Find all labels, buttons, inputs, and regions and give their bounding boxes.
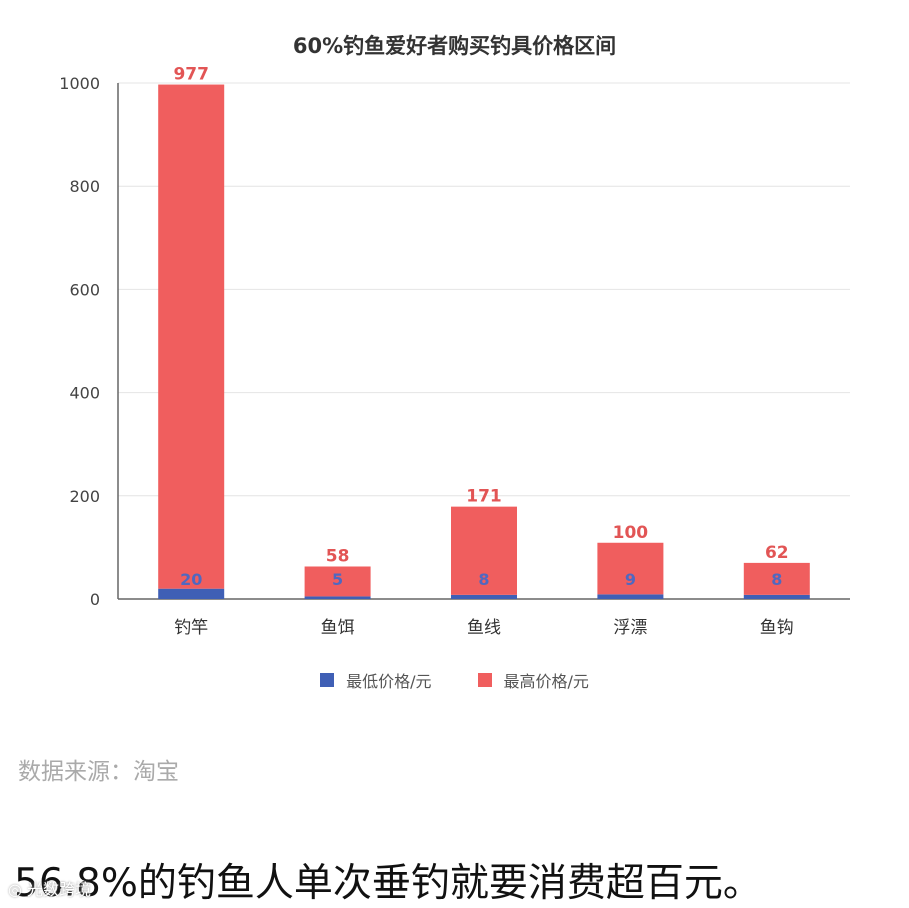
data-label-max: 62 [765,543,789,563]
x-tick-label: 浮漂 [613,618,647,638]
bar-max [743,562,810,595]
x-tick-label: 钓竿 [174,618,208,638]
data-label-min: 20 [180,570,202,589]
legend-label-max: 最高价格/元 [503,672,589,691]
bar-min [304,596,371,599]
data-label-max: 977 [173,65,209,85]
bar-max [451,506,517,595]
bar-min [597,594,664,599]
bar-min [451,594,517,599]
bar-min [158,588,225,599]
y-tick-label: 0 [90,590,100,609]
data-label-min: 8 [771,570,782,589]
y-tick-label: 400 [69,384,100,403]
data-source-note: 数据来源：淘宝 [18,759,179,785]
legend-label-min: 最低价格/元 [346,672,432,691]
x-tick-label: 鱼线 [467,618,501,638]
caption-text: 56.8%的钓鱼人单次垂钓就要消费超百元。 [14,861,762,906]
bar-max [597,542,664,595]
x-tick-label: 鱼钩 [760,618,794,638]
legend: 最低价格/元 最高价格/元 [0,668,909,692]
bar-max [304,566,371,597]
gridlines [118,82,850,497]
data-labels: 20 977 5 58 8 171 9 100 8 62 [173,65,788,589]
legend-swatch-min [320,673,335,687]
watermark-logo: ◎ 光数跨境 [8,880,92,899]
data-label-min: 8 [478,570,489,589]
y-tick-label: 200 [69,487,100,506]
y-tick-label: 600 [69,280,100,299]
data-label-max: 100 [613,523,649,543]
chart-title: 60%钓鱼爱好者购买钓具价格区间 [292,34,617,58]
data-label-max: 58 [326,546,350,566]
legend-item-min[interactable]: 最低价格/元 [320,668,432,692]
legend-swatch-max [477,673,492,687]
y-tick-label: 800 [69,177,100,196]
x-tick-label: 鱼饵 [321,618,355,638]
legend-item-max[interactable]: 最高价格/元 [477,668,589,692]
y-tick-label: 1000 [59,74,100,93]
bars [158,84,810,599]
bar-min [743,594,810,599]
data-label-min: 5 [332,570,343,589]
bar-chart: 0 200 400 600 800 1000 钓竿 鱼饵 鱼线 浮漂 鱼钩 20 977 5 58 8 171… [59,65,850,638]
data-label-min: 9 [625,570,636,589]
bar-max [158,84,225,589]
data-label-max: 171 [466,487,502,507]
